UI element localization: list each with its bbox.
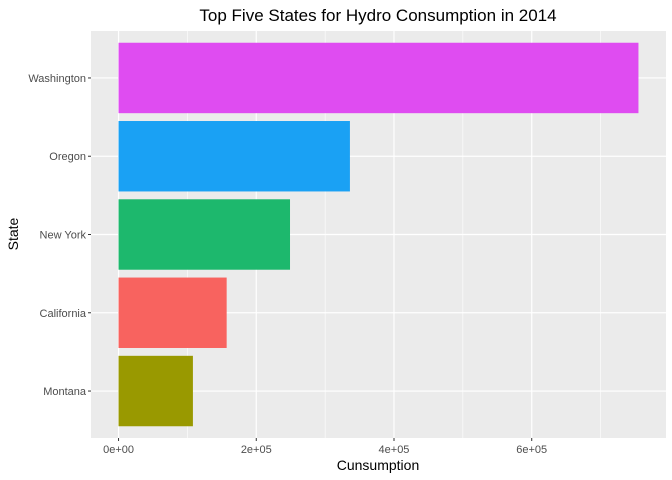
x-tick-label: 0e+00 bbox=[103, 444, 134, 456]
bar-oregon bbox=[118, 121, 350, 192]
x-tick-label: 6e+05 bbox=[516, 444, 547, 456]
y-tick-label: New York bbox=[40, 230, 87, 242]
bar-new-york bbox=[118, 199, 291, 270]
y-axis-ticks: Montana California New York Oregon Washingto… bbox=[28, 73, 91, 398]
x-tick-label: 2e+05 bbox=[241, 444, 272, 456]
bar-california bbox=[118, 277, 227, 348]
y-tick-label: California bbox=[40, 308, 87, 320]
y-axis-title: State bbox=[5, 217, 21, 250]
bars bbox=[118, 42, 639, 427]
y-tick-label: Montana bbox=[43, 386, 87, 398]
bar-washington bbox=[118, 42, 639, 114]
y-tick-label: Washington bbox=[28, 73, 86, 85]
chart-title: Top Five States for Hydro Consumption in… bbox=[199, 6, 556, 25]
x-tick-label: 4e+05 bbox=[379, 444, 410, 456]
x-axis-title: Cunsumption bbox=[337, 457, 420, 473]
bar-montana bbox=[118, 355, 193, 427]
y-tick-label: Oregon bbox=[49, 151, 86, 163]
x-axis-ticks: 0e+00 2e+05 4e+05 6e+05 bbox=[103, 438, 547, 456]
